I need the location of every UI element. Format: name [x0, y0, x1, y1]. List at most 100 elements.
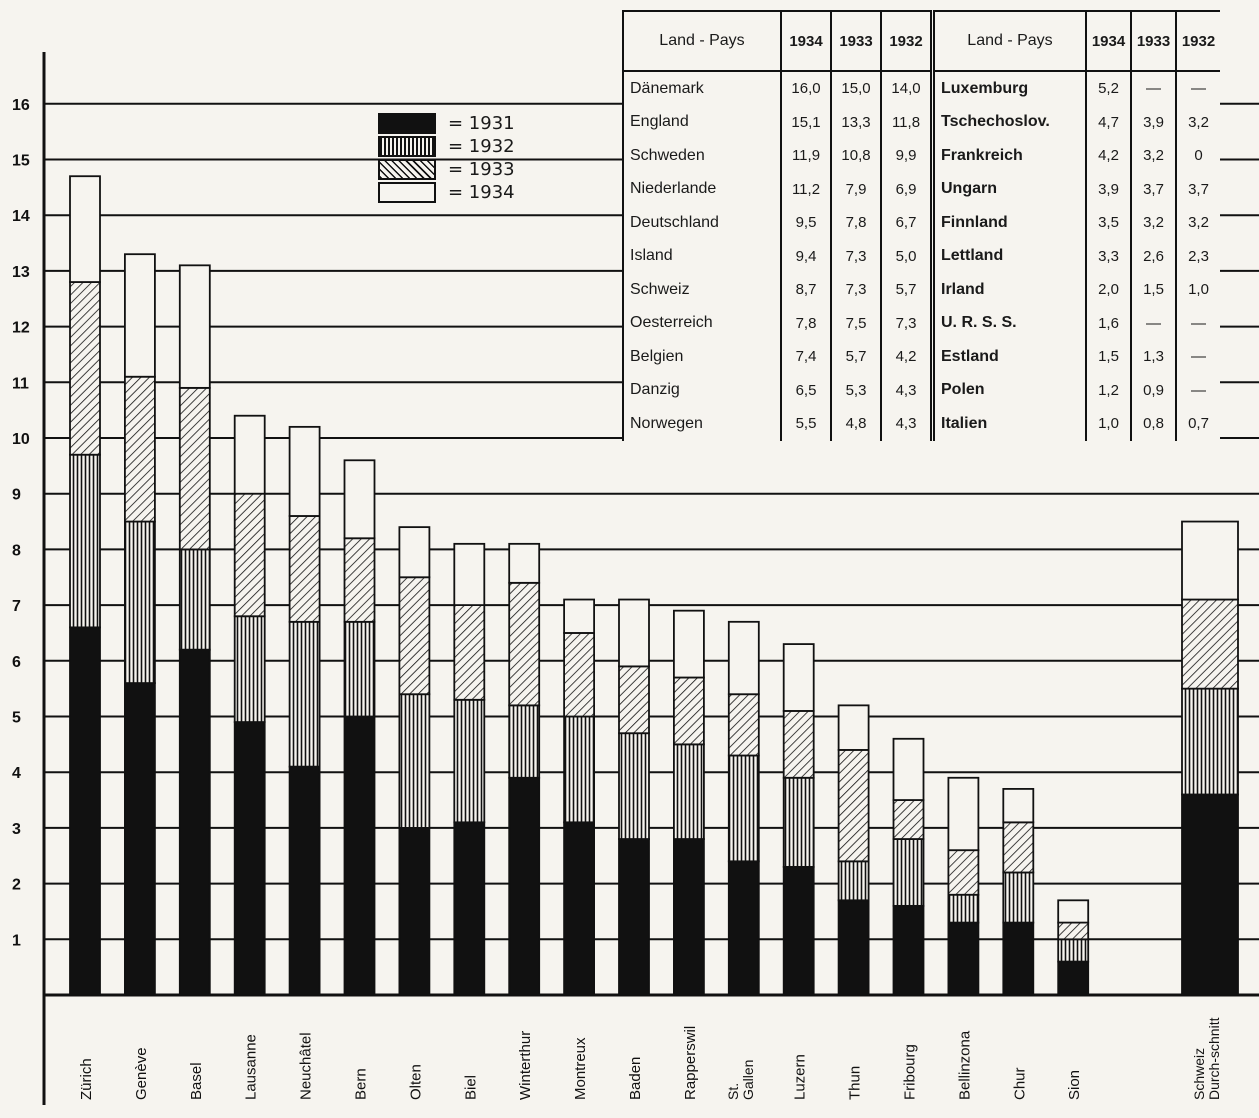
column-header-1932: 1932 [880, 10, 930, 72]
table-row: Danzig 6,5 5,3 4,3 [622, 373, 930, 407]
bar-segment-1932 [233, 615, 266, 723]
value-cell: 3,9 [1130, 105, 1176, 139]
value-cell: 6,9 [880, 172, 930, 206]
country-cell: Deutschland [622, 206, 781, 240]
value-cell: 2,3 [1175, 239, 1220, 273]
x-tick-labels: Zürich Genève Basel Lausanne Neuchâtel Bern Ol… [78, 1017, 1222, 1100]
bar-segment-1933 [343, 537, 376, 623]
bar-segment-1931 [1181, 793, 1239, 996]
country-cell: Schweiz [622, 273, 781, 307]
table-row: Oesterreich 7,8 7,5 7,3 [622, 306, 930, 340]
country-cell: Danzig [622, 373, 781, 407]
bar-segment-1932 [288, 620, 321, 768]
value-cell: — [1175, 373, 1220, 407]
legend-label: = 1932 [448, 136, 515, 157]
table-row: Schweden 11,9 10,8 9,9 [622, 139, 930, 173]
table-body: Luxemburg 5,2— — Tschechoslov. 4,7 3,9 3,2 Fran… [933, 71, 1220, 441]
bar-segment-1931 [453, 821, 486, 996]
bar-segment-1931 [673, 838, 705, 996]
country-cell: Norwegen [622, 407, 781, 441]
value-cell: 1,5 [1085, 340, 1131, 374]
value-cell: 4,3 [880, 407, 930, 441]
bar-segment-1932 [837, 860, 870, 902]
value-cell: 3,5 [1085, 206, 1131, 240]
value-cell: — [1175, 71, 1220, 106]
legend-item-1933: = 1933 [378, 158, 515, 181]
value-cell: 4,3 [880, 373, 930, 407]
bar-segment-1933 [124, 375, 156, 523]
value-cell: 1,6 [1085, 306, 1131, 340]
value-cell: 0,9 [1130, 373, 1176, 407]
bar-segment-1933 [892, 799, 925, 840]
x-tick-label: Chur [1011, 1067, 1028, 1100]
value-cell: 15,0 [830, 71, 881, 106]
y-tick-label: 16 [12, 97, 30, 114]
bar-segment-1933 [673, 676, 705, 746]
bar-segment-1934 [618, 598, 650, 668]
bar-segment-1931 [398, 827, 431, 996]
column-header-1933: 1933 [830, 10, 881, 72]
country-cell: Estland [941, 347, 999, 365]
bar-segment-1933 [69, 281, 101, 456]
bar-segment-1934 [343, 459, 376, 540]
x-tick-label: St.Gallen [725, 1060, 756, 1100]
x-tick-label: Zürich [78, 1058, 95, 1100]
bar-segment-1934 [673, 609, 705, 679]
x-tick-label: Lausanne [243, 1034, 260, 1100]
bar-segment-1932 [618, 732, 650, 840]
bar-segment-1934 [563, 598, 595, 634]
x-tick-label: Biel [462, 1075, 479, 1100]
value-cell: 4,8 [830, 407, 881, 441]
value-cell: 7,3 [830, 273, 881, 307]
bar-segment-1932 [1002, 871, 1035, 924]
value-cell: 4,7 [1085, 105, 1131, 139]
bar-segment-1934 [453, 542, 486, 607]
value-cell: 0 [1175, 139, 1220, 173]
value-cell: 3,3 [1085, 239, 1131, 273]
bar-segment-1932 [563, 715, 595, 824]
table-row: Schweiz 8,7 7,3 5,7 [622, 273, 930, 307]
table-row: Norwegen 5,5 4,8 4,3 [622, 407, 930, 441]
country-cell: Dänemark [622, 71, 781, 106]
bar-segment-1931 [1057, 960, 1090, 996]
table-row: Polen 1,2 0,9— [933, 373, 1220, 407]
legend-swatch-1931 [378, 113, 436, 134]
value-cell: 7,3 [830, 239, 881, 273]
value-cell: 14,0 [880, 71, 930, 106]
x-tick-label: Fribourg [902, 1044, 919, 1100]
y-tick-label: 2 [12, 877, 21, 894]
bar-segment-1932 [727, 754, 760, 863]
bar-segment-1931 [1002, 921, 1035, 996]
country-cell: U. R. S. S. [941, 314, 1017, 332]
column-header-1934: 1934 [780, 10, 831, 72]
value-cell: 8,7 [780, 273, 831, 307]
country-cell: Ungarn [941, 180, 997, 198]
y-tick-label: 10 [12, 431, 30, 448]
table-row: Tschechoslov. 4,7 3,9 3,2 [933, 105, 1220, 139]
bar-segment-1932 [1057, 938, 1090, 963]
value-cell: 7,9 [830, 172, 881, 206]
value-cell: 3,2 [1175, 105, 1220, 139]
country-cell: Polen [941, 381, 985, 399]
bar-segment-1932 [178, 548, 211, 651]
x-tick-label: Olten [407, 1064, 424, 1100]
value-cell: 3,2 [1130, 139, 1176, 173]
country-table-left: Land - Pays 1934 1933 1932 Dänemark 16,0 1… [622, 10, 930, 441]
bar-segment-1932 [398, 693, 431, 829]
value-cell: 15,1 [780, 105, 831, 139]
bar-segment-1933 [837, 749, 870, 863]
bar-segment-1931 [618, 838, 650, 996]
x-tick-label: Sion [1066, 1070, 1083, 1100]
value-cell: 7,8 [830, 206, 881, 240]
table-header-row: Land - Pays 1934 1933 1932 [932, 10, 1220, 72]
table-row: Niederlande 11,2 7,9 6,9 [622, 172, 930, 206]
bar-segment-1931 [727, 860, 760, 996]
value-cell: — [1130, 71, 1176, 106]
value-cell: 6,5 [780, 373, 831, 407]
country-cell: Lettland [941, 247, 1004, 265]
table-row: Island 9,4 7,3 5,0 [622, 239, 930, 273]
bar-segment-1934 [947, 776, 980, 852]
country-cell: Belgien [622, 340, 781, 374]
x-tick-label: Baden [627, 1057, 644, 1100]
legend-swatch-1932 [378, 136, 436, 157]
